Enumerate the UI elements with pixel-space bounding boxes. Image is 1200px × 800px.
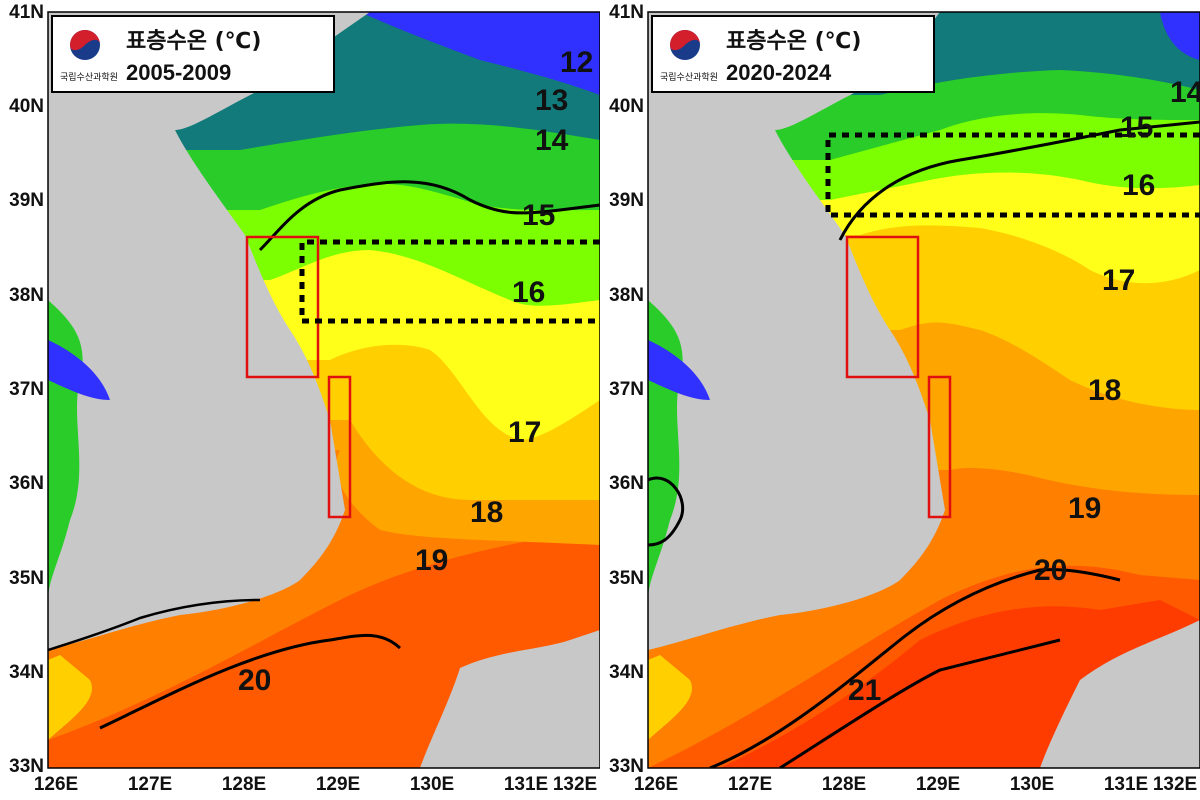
contour-label-13: 13: [535, 84, 568, 117]
contour-label-18: 18: [1088, 374, 1121, 407]
lat-label: 40N: [609, 96, 644, 117]
contour-label-20: 20: [238, 664, 271, 697]
study-box-north: [245, 235, 320, 379]
org-name: 국립수산과학원: [60, 72, 118, 83]
contour-label-14: 14: [1170, 76, 1200, 109]
lat-label: 39N: [609, 190, 644, 211]
study-box-north: [845, 235, 920, 379]
land-korea: [648, 12, 945, 650]
lon-label: 131E: [504, 774, 548, 795]
lon-label: 132E: [1153, 774, 1197, 795]
map-period: 2005-2009: [126, 60, 231, 85]
dotted-region: [299, 239, 600, 324]
contour-label-18: 18: [470, 496, 503, 529]
contour-label-15: 15: [522, 199, 555, 232]
contour-label-16: 16: [512, 276, 545, 309]
sst-map-left: 12 13 14 15 16 17 18 19 20 41N 40N 39N 3…: [9, 2, 600, 795]
contour-label-14: 14: [535, 124, 569, 157]
title-box: 국립수산과학원 표층수온 (℃) 2020-2024: [651, 15, 935, 93]
map-period: 2020-2024: [726, 60, 832, 85]
institute-logo-icon: [670, 30, 700, 60]
lon-label: 131E: [1104, 774, 1148, 795]
lon-label: 127E: [728, 774, 772, 795]
lon-label: 128E: [822, 774, 866, 795]
lat-label: 41N: [9, 2, 44, 23]
lat-label: 35N: [609, 568, 644, 589]
lon-label: 126E: [634, 774, 678, 795]
map-panel-2005-2009: 12 13 14 15 16 17 18 19 20 41N 40N 39N 3…: [9, 2, 600, 795]
lat-label: 39N: [9, 190, 44, 211]
lat-label: 36N: [9, 473, 44, 494]
map-panel-2020-2024: 14 15 16 17 18 19 20 21 41N 40N 39N 38N …: [600, 0, 1200, 800]
contour-label-17: 17: [508, 416, 541, 449]
map-title: 표층수온 (℃): [726, 29, 861, 54]
lon-label: 126E: [34, 774, 78, 795]
contour-label-15: 15: [1120, 111, 1153, 144]
lat-label: 37N: [9, 379, 44, 400]
lon-label: 128E: [222, 774, 266, 795]
contour-label-19: 19: [1068, 492, 1101, 525]
lon-label: 129E: [916, 774, 960, 795]
land-korea: [48, 12, 370, 650]
lat-label: 36N: [609, 473, 644, 494]
lon-label: 130E: [1010, 774, 1054, 795]
lat-label: 37N: [609, 379, 644, 400]
title-box: 국립수산과학원 표층수온 (℃) 2005-2009: [51, 15, 335, 93]
map-title: 표층수온 (℃): [126, 29, 261, 54]
lon-label: 129E: [316, 774, 360, 795]
lat-label: 35N: [9, 568, 44, 589]
lat-label: 34N: [9, 662, 44, 683]
contour-label-17: 17: [1102, 264, 1135, 297]
sst-map-right: 14 15 16 17 18 19 20 21 41N 40N 39N 38N …: [600, 0, 1200, 800]
lat-label: 38N: [609, 285, 644, 306]
lat-label: 40N: [9, 96, 44, 117]
contour-label-12: 12: [560, 46, 593, 79]
study-box-south: [927, 375, 952, 519]
lat-label: 38N: [9, 285, 44, 306]
contour-label-16: 16: [1122, 169, 1155, 202]
contour-label-21: 21: [848, 674, 881, 707]
lon-label: 130E: [410, 774, 454, 795]
dotted-region: [825, 132, 1200, 218]
lat-label: 34N: [609, 662, 644, 683]
land-japan: [420, 630, 600, 768]
org-name: 국립수산과학원: [660, 72, 718, 83]
lat-label: 33N: [609, 756, 644, 777]
contour-label-20: 20: [1034, 554, 1067, 587]
land-japan: [1040, 620, 1200, 768]
lat-label: 33N: [9, 756, 44, 777]
institute-logo-icon: [70, 30, 100, 60]
study-box-south: [327, 375, 352, 519]
lat-label: 41N: [609, 2, 644, 23]
lon-label: 132E: [553, 774, 597, 795]
contour-label-19: 19: [415, 544, 448, 577]
lon-label: 127E: [128, 774, 172, 795]
